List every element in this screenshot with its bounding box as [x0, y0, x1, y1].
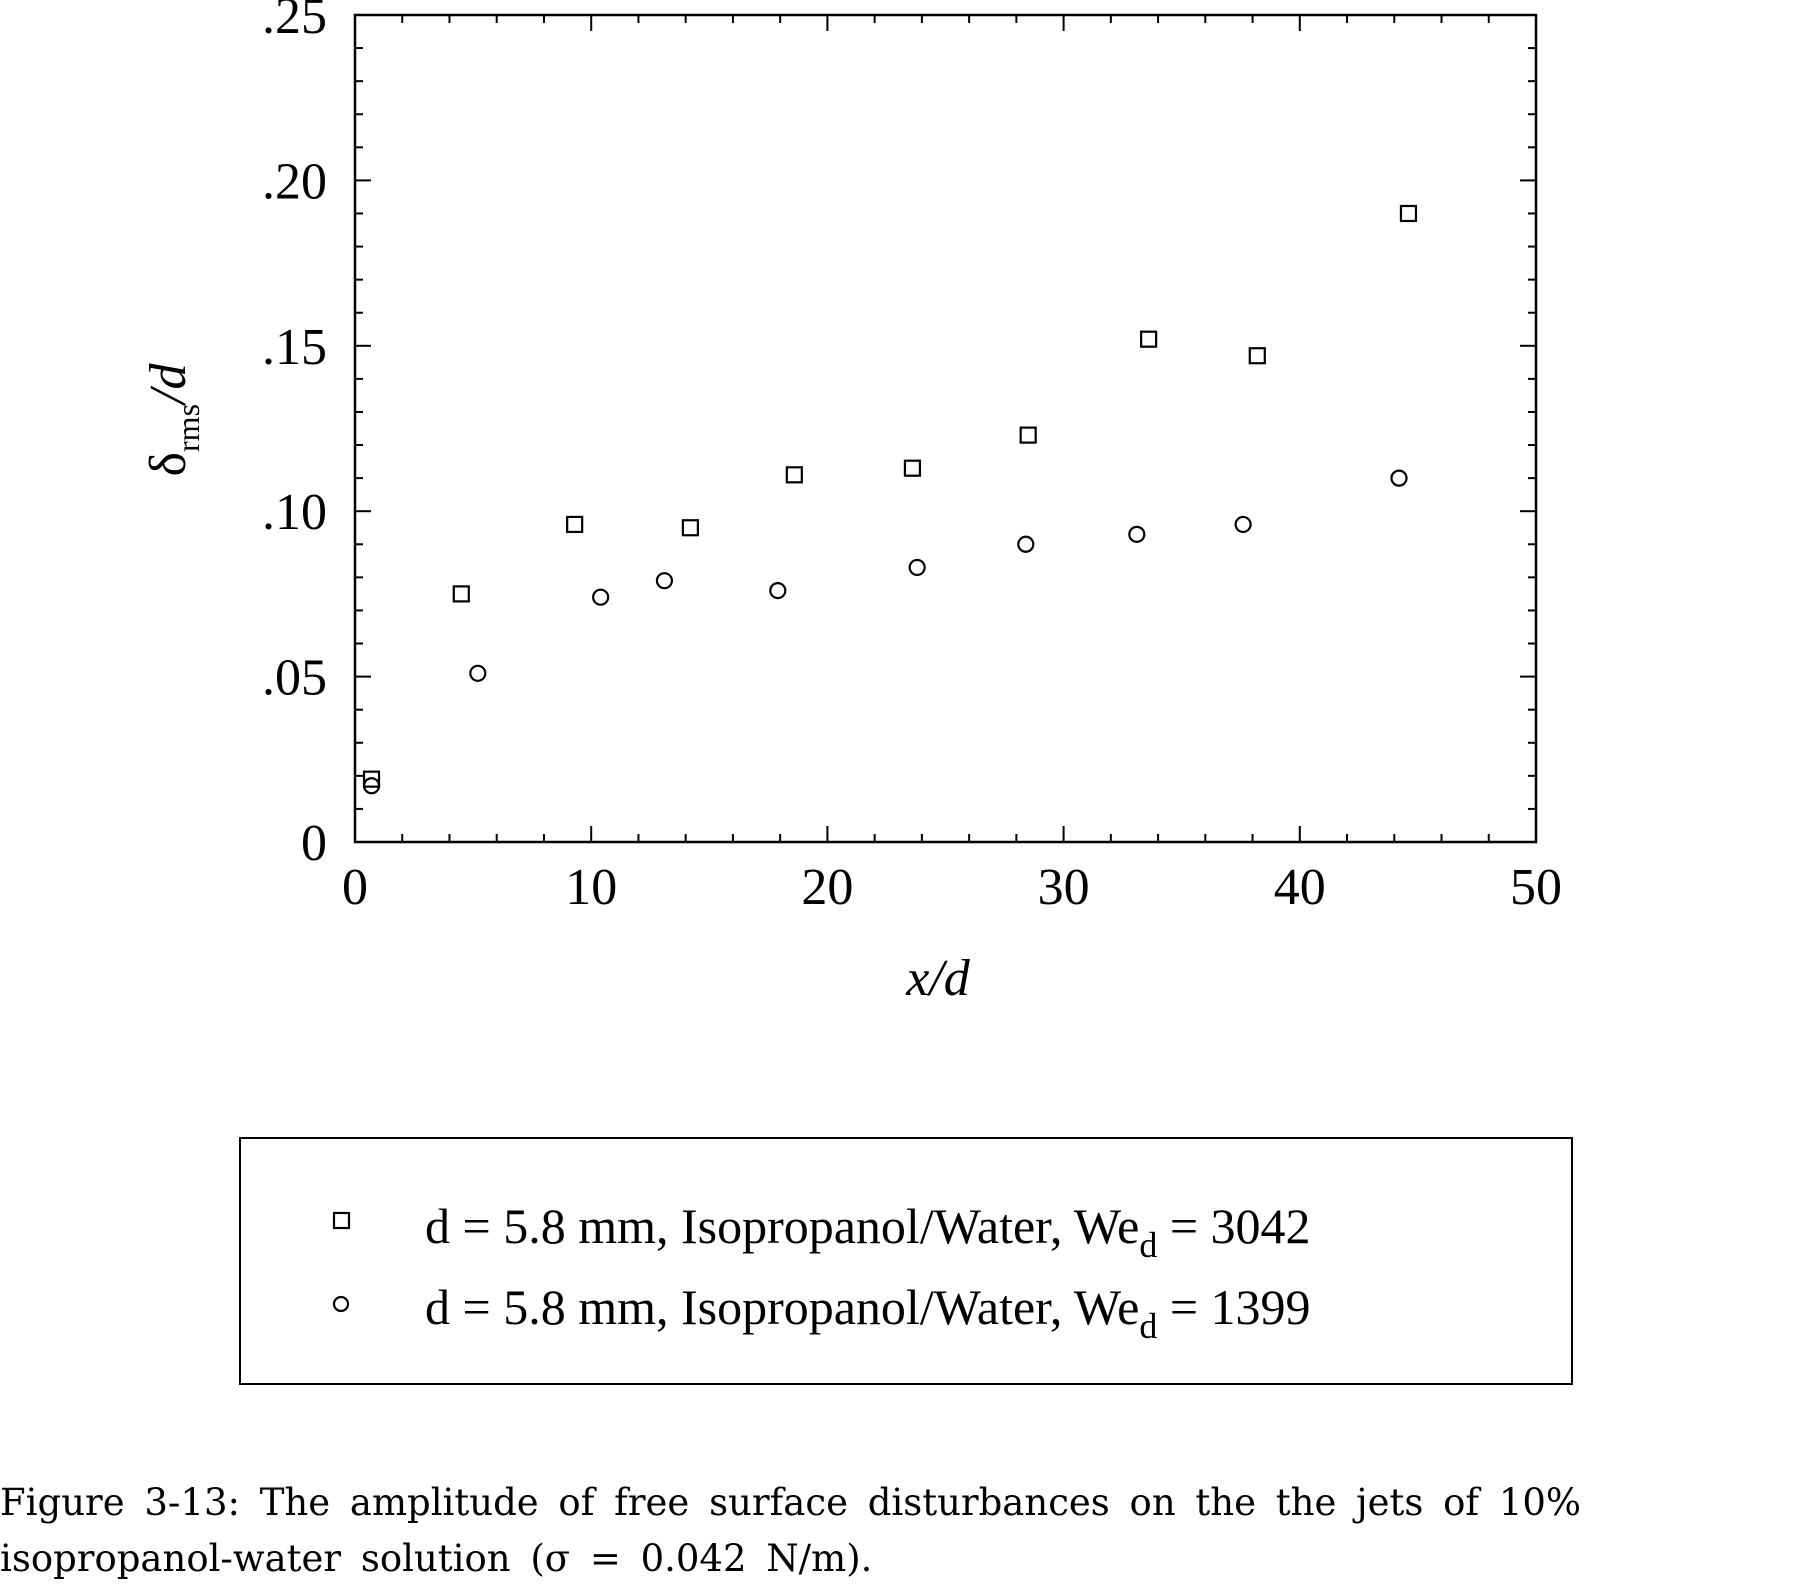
y-tick-label: .20 [262, 153, 327, 210]
legend-entry-2-sub: d [1139, 1306, 1157, 1346]
plot-frame [353, 13, 1538, 844]
data-points [362, 204, 1418, 795]
legend-marker-square [332, 1211, 351, 1230]
data-point-square [452, 585, 470, 603]
legend-box [239, 1137, 1573, 1385]
data-point-square [566, 515, 584, 534]
data-point-square [785, 466, 803, 484]
figure-caption: Figure 3-13: The amplitude of free surfa… [0, 1475, 1806, 1587]
x-tick-label: 20 [801, 859, 853, 916]
legend: d = 5.8 mm, Isopropanol/Water, Wed = 304… [239, 1137, 1573, 1385]
legend-entry-2-text: d = 5.8 mm, Isopropanol/Water, We [425, 1279, 1139, 1335]
y-axis-title: δrms/d [140, 363, 206, 477]
x-tick-label: 40 [1274, 859, 1326, 916]
y-axis-title-sub: rms [170, 404, 206, 452]
data-point-circle [908, 558, 926, 577]
legend-entry-2-value: = 1399 [1157, 1279, 1310, 1335]
legend-entry-1: d = 5.8 mm, Isopropanol/Water, Wed = 304… [425, 1198, 1311, 1265]
data-point-square [1019, 426, 1037, 444]
plot-area [353, 13, 1538, 844]
data-point-circle [1128, 525, 1146, 543]
y-axis-title-tail: /d [140, 363, 197, 407]
data-point-circle [362, 777, 381, 795]
data-point-square [681, 519, 700, 537]
data-point-circle [1017, 535, 1035, 553]
data-point-circle [592, 588, 610, 606]
data-point-square [362, 770, 381, 788]
figure-caption-line-2: isopropanol-water solution (σ = 0.042 N/… [0, 1537, 873, 1580]
axis-tick-labels: 0 10 20 30 40 50 0 .05 .10 .15 .20 .25 [262, 0, 1562, 916]
legend-marker-circle [332, 1295, 350, 1313]
legend-entry-1-value: = 3042 [1157, 1198, 1310, 1254]
axis-ticks [354, 14, 1537, 843]
data-point-circle [1390, 469, 1408, 487]
x-tick-label: 50 [1510, 859, 1562, 916]
y-tick-label: .25 [262, 0, 327, 45]
figure-caption-line-1: Figure 3-13: The amplitude of free surfa… [0, 1481, 1582, 1524]
data-point-square [1140, 330, 1158, 348]
legend-entry-1-text: d = 5.8 mm, Isopropanol/Water, We [425, 1198, 1139, 1254]
x-tick-label: 10 [565, 859, 617, 916]
y-tick-label: .15 [262, 319, 327, 376]
data-point-square [1399, 204, 1418, 223]
data-point-square [1248, 347, 1266, 365]
x-tick-label: 30 [1038, 859, 1090, 916]
y-tick-label: .10 [262, 484, 327, 541]
y-tick-label: .05 [262, 650, 327, 707]
legend-entry-2: d = 5.8 mm, Isopropanol/Water, Wed = 139… [425, 1279, 1311, 1346]
data-point-circle [769, 581, 787, 600]
x-tick-label: 0 [342, 859, 368, 916]
y-axis-title-main: δ [140, 452, 197, 477]
data-point-circle [655, 572, 674, 590]
legend-entry-1-sub: d [1139, 1225, 1157, 1265]
data-point-square [903, 459, 922, 477]
y-tick-label: 0 [301, 815, 327, 872]
data-point-circle [469, 664, 487, 682]
x-axis-title: x/d [905, 950, 971, 1007]
data-point-circle [1234, 515, 1252, 534]
